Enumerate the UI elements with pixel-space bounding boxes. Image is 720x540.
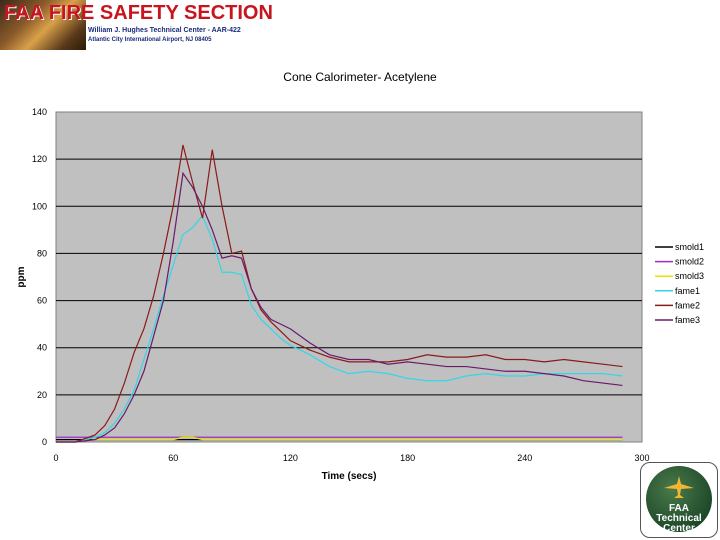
- x-tick-label: 60: [168, 453, 178, 463]
- series-line-smold3: [56, 436, 623, 443]
- legend-label-smold2: smold2: [675, 257, 704, 267]
- fire-logo-image: [0, 0, 86, 50]
- series-line-fame3: [56, 171, 623, 443]
- legend-label-smold1: smold1: [675, 242, 704, 252]
- x-tick-label: 0: [53, 453, 58, 463]
- x-tick-label: 120: [283, 453, 298, 463]
- y-tick-label: 0: [42, 437, 47, 447]
- series-line-fame1: [56, 214, 623, 443]
- header-subtitle-address: Atlantic City International Airport, NJ …: [88, 37, 212, 43]
- x-tick-label: 240: [517, 453, 532, 463]
- series-line-fame2: [56, 144, 623, 443]
- header-title: FAA FIRE SAFETY SECTION: [4, 2, 273, 24]
- header-subtitle-center: William J. Hughes Technical Center - AAR…: [88, 27, 241, 34]
- y-tick-label: 100: [32, 201, 47, 211]
- chart-title: Cone Calorimeter- Acetylene: [283, 70, 437, 84]
- airplane-icon: [664, 476, 694, 498]
- legend-label-fame3: fame3: [675, 315, 700, 325]
- y-tick-label: 80: [37, 248, 47, 258]
- y-tick-label: 40: [37, 343, 47, 353]
- y-tick-label: 20: [37, 390, 47, 400]
- x-tick-label: 180: [400, 453, 415, 463]
- legend-label-fame2: fame2: [675, 300, 700, 310]
- faa-technical-center-badge: FAA Technical Center: [640, 462, 718, 538]
- y-tick-label: 60: [37, 296, 47, 306]
- legend-label-fame1: fame1: [675, 286, 700, 296]
- y-tick-label: 140: [32, 107, 47, 117]
- y-axis-label: ppm: [16, 266, 27, 287]
- plot-area: [55, 111, 643, 443]
- x-axis-label: Time (secs): [322, 471, 377, 482]
- badge-name: FAA Technical Center: [656, 503, 702, 534]
- header-banner: FAA FIRE SAFETY SECTION William J. Hughe…: [0, 0, 720, 52]
- y-tick-label: 120: [32, 154, 47, 164]
- x-tick-label: 300: [634, 453, 649, 463]
- legend-label-smold3: smold3: [675, 271, 704, 281]
